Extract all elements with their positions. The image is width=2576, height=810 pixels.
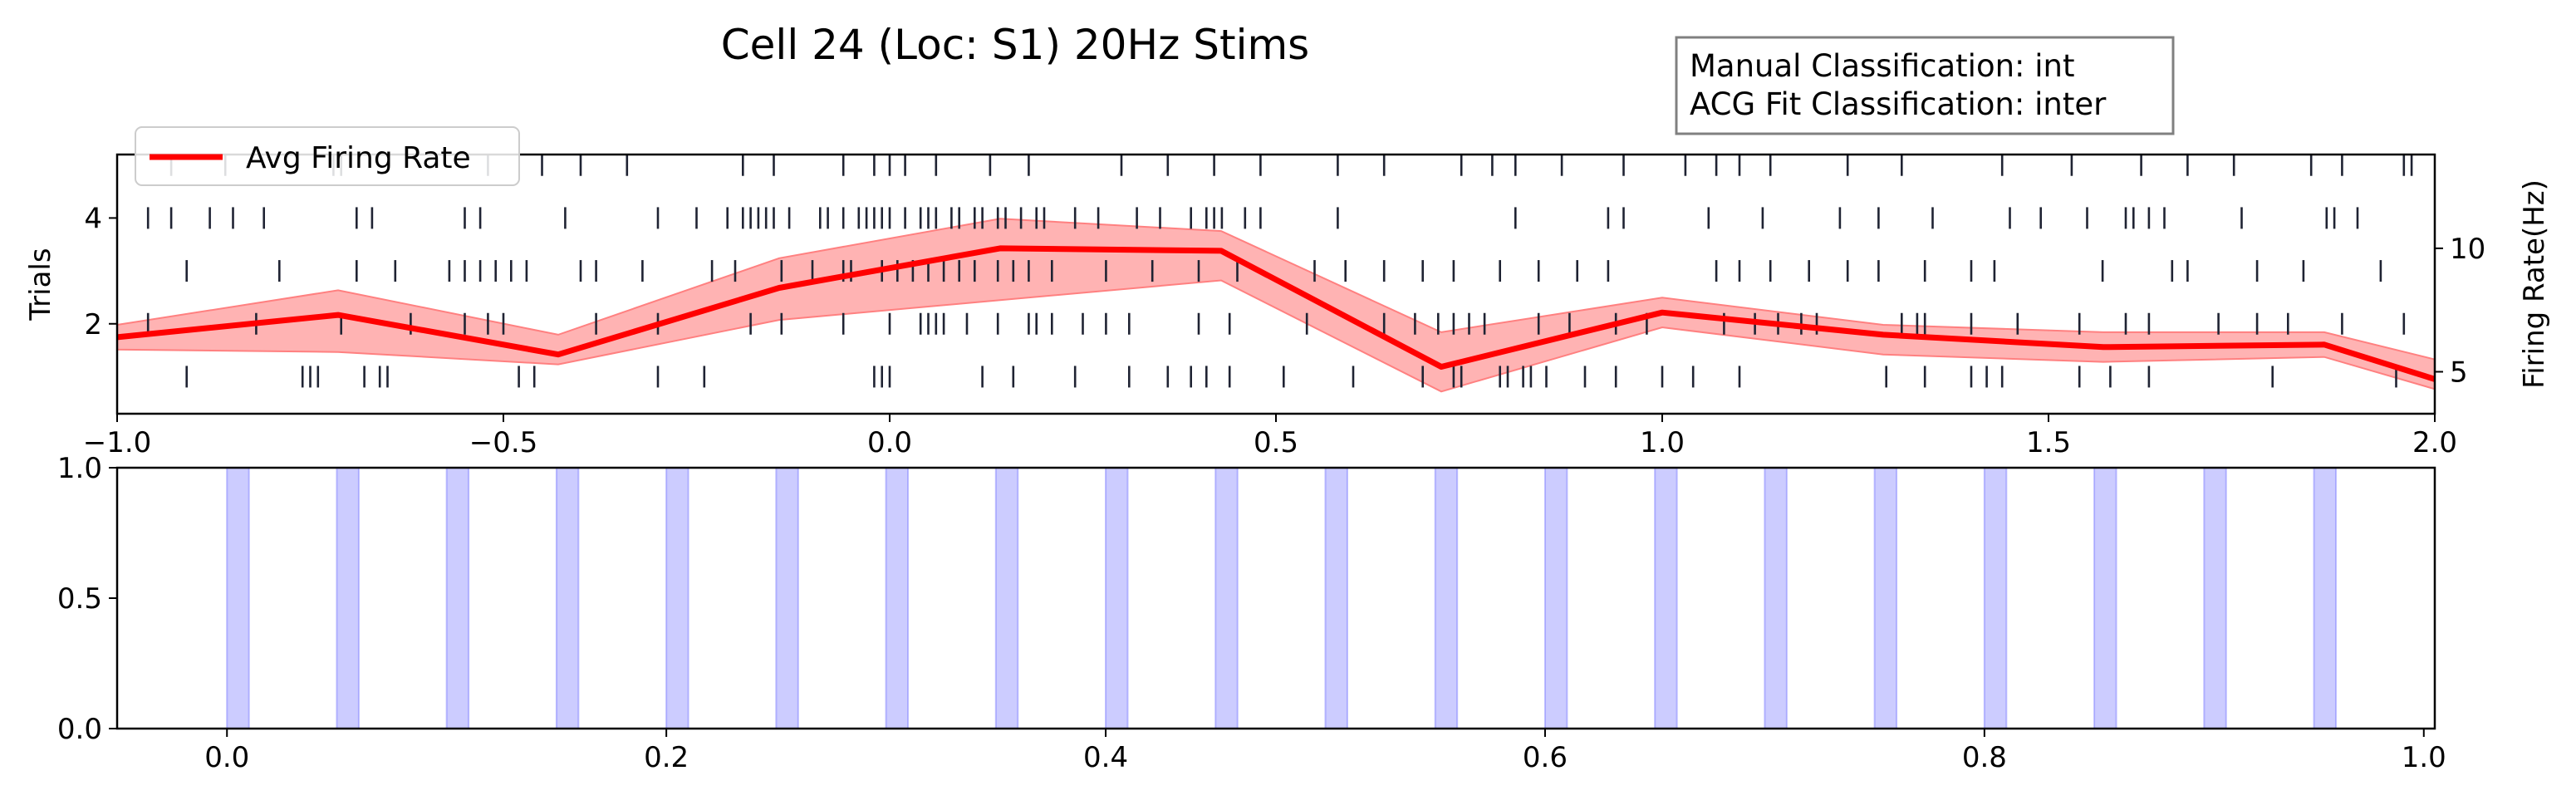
- x-tick-label: 0.6: [1523, 741, 1568, 774]
- stimulus-pulse: [1105, 467, 1129, 729]
- firing-rate-axis-label: Firing Rate(Hz): [2518, 179, 2551, 389]
- spike-raster: [146, 154, 2413, 388]
- y-tick-label: 10: [2450, 233, 2485, 266]
- x-tick-label: 1.0: [1640, 426, 1685, 459]
- x-tick-label: 0.2: [644, 741, 689, 774]
- x-tick-label: 0.8: [1962, 741, 2007, 774]
- manual-classification-text: Manual Classification: int: [1690, 48, 2075, 84]
- classification-box: Manual Classification: int ACG Fit Class…: [1675, 36, 2175, 135]
- firing-rate-axis: 5 10: [2435, 233, 2485, 389]
- stimulus-pulse: [994, 467, 1019, 729]
- trials-axis: 24: [84, 202, 117, 341]
- x-tick-label: −0.5: [469, 426, 538, 459]
- acg-classification-text: ACG Fit Classification: inter: [1690, 86, 2107, 122]
- trials-axis-label: Trials: [24, 248, 57, 321]
- stimulus-pulse: [2093, 467, 2117, 729]
- stimulus-pulse: [1983, 467, 2008, 729]
- x-tick-label: 2.0: [2412, 426, 2457, 459]
- legend: Avg Firing Rate: [135, 126, 520, 186]
- x-tick-label: 1.0: [2402, 741, 2446, 774]
- stimulus-x-axis: 0.0 0.2 0.4 0.6 0.8 1.0: [204, 729, 2446, 774]
- x-tick-label: −1.0: [83, 426, 152, 459]
- stimulus-pulses: [226, 467, 2337, 729]
- x-tick-label: 0.4: [1083, 741, 1128, 774]
- x-tick-label: 1.5: [2026, 426, 2071, 459]
- stimulus-pulse: [1654, 467, 1678, 729]
- x-tick-label: 0.5: [1254, 426, 1298, 459]
- y-tick-label: 2: [84, 308, 102, 341]
- raster-x-axis: −1.0 −0.5 0.0 0.5 1.0 1.5 2.0: [83, 414, 2457, 459]
- y-tick-label: 5: [2450, 356, 2468, 389]
- x-tick-label: 0.0: [204, 741, 249, 774]
- stimulus-pulse: [1324, 467, 1348, 729]
- stimulus-panel: 0.0 0.2 0.4 0.6 0.8 1.0 0.0 0.5 1.0: [57, 452, 2446, 774]
- stimulus-pulse: [775, 467, 799, 729]
- y-tick-label: 0.5: [57, 582, 102, 616]
- stimulus-pulse: [445, 467, 470, 729]
- figure-title: Cell 24 (Loc: S1) 20Hz Stims: [721, 21, 1309, 69]
- stimulus-pulse: [226, 467, 250, 729]
- legend-frame: [135, 126, 520, 186]
- stimulus-pulse: [1543, 467, 1568, 729]
- stimulus-pulse: [555, 467, 580, 729]
- legend-label: Avg Firing Rate: [246, 141, 471, 175]
- y-tick-label: 0.0: [57, 713, 102, 746]
- stimulus-pulse: [885, 467, 910, 729]
- stimulus-pulse: [1434, 467, 1459, 729]
- stimulus-pulse: [665, 467, 689, 729]
- stimulus-pulse: [2203, 467, 2227, 729]
- avg-firing-rate-line: [116, 245, 2436, 382]
- stimulus-pulse: [336, 467, 360, 729]
- y-tick-label: 1.0: [57, 452, 102, 485]
- stimulus-pulse: [1873, 467, 1898, 729]
- firing-rate-confidence-band: [116, 218, 2436, 393]
- stimulus-y-axis: 0.0 0.5 1.0: [57, 452, 117, 746]
- stimulus-pulse: [1214, 467, 1239, 729]
- stimulus-pulse: [1764, 467, 1788, 729]
- x-tick-label: 0.0: [867, 426, 912, 459]
- classification-box-frame: [1675, 36, 2175, 135]
- stimulus-pulse: [2313, 467, 2337, 729]
- y-tick-label: 4: [84, 202, 102, 235]
- raster-panel: −1.0 −0.5 0.0 0.5 1.0 1.5 2.0 24 510 Trials Fi…: [24, 126, 2551, 459]
